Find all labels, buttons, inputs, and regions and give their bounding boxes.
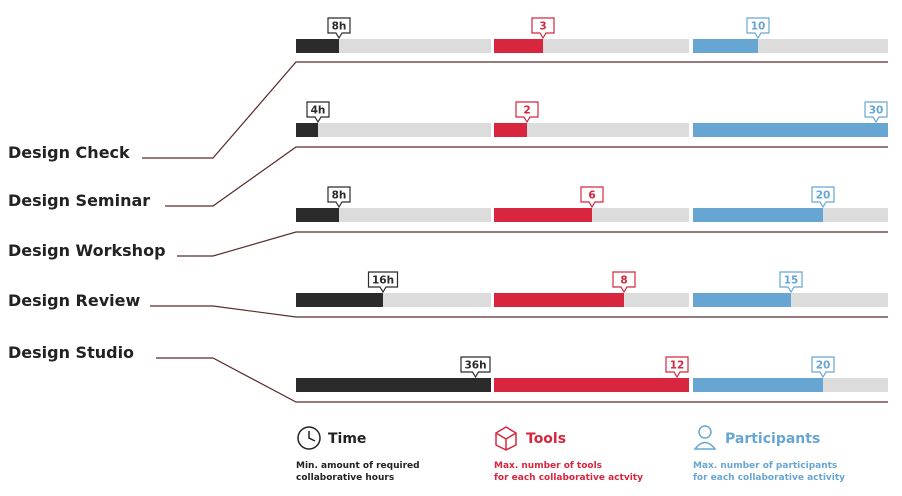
tag-tools-design-studio	[665, 356, 689, 379]
participant-body-icon	[693, 441, 717, 450]
tag-tools-design-seminar	[515, 101, 539, 124]
bar-time-design-workshop	[296, 208, 339, 222]
row-label-design-studio: Design Studio	[8, 343, 134, 362]
tag-participants-design-review	[779, 271, 803, 294]
tag-time-design-review	[367, 271, 399, 294]
row-label-design-review: Design Review	[8, 291, 140, 310]
data-label-time-design-seminar: 4h	[311, 105, 326, 117]
track-time-design-check	[296, 39, 491, 53]
tag-participants-design-studio	[811, 356, 835, 379]
connector-line-design-review	[150, 305, 888, 318]
legend-desc-time-2: collaborative hours	[296, 473, 394, 483]
tag-participants-design-workshop	[811, 186, 835, 209]
data-label-participants-design-check: 10	[751, 21, 766, 33]
bar-time-design-seminar	[296, 123, 318, 137]
cube-icon	[495, 426, 517, 451]
row-label-design-seminar: Design Seminar	[8, 191, 150, 210]
data-label-participants-design-review: 15	[784, 275, 799, 287]
tag-participants-design-check	[746, 17, 770, 40]
connector-line-design-studio	[156, 357, 888, 403]
bar-time-design-check	[296, 39, 339, 53]
data-label-tools-design-check: 3	[539, 21, 546, 33]
data-label-time-design-review: 16h	[372, 275, 394, 287]
tag-tools-design-check	[531, 17, 555, 40]
data-label-time-design-workshop: 8h	[332, 190, 347, 202]
tag-time-design-check	[327, 17, 351, 40]
bar-time-design-review	[296, 293, 383, 307]
tag-tools-design-workshop	[580, 186, 604, 209]
data-label-time-design-check: 8h	[332, 21, 347, 33]
data-label-tools-design-seminar: 2	[523, 105, 530, 117]
legend-title-participants: Participants	[725, 431, 820, 447]
bar-tools-design-studio	[494, 378, 689, 392]
track-tools-design-seminar	[494, 123, 689, 137]
bar-tools-design-review	[494, 293, 624, 307]
data-label-tools-design-studio: 12	[670, 360, 685, 372]
clock-hands-icon	[308, 431, 316, 442]
row-label-design-check: Design Check	[8, 143, 130, 162]
legend-desc-participants-1: Max. number of participants	[693, 461, 837, 471]
tag-time-design-workshop	[327, 186, 351, 209]
connector-line-design-check	[142, 61, 888, 159]
tag-time-design-studio	[460, 356, 491, 379]
bar-participants-design-seminar	[693, 123, 888, 137]
track-time-design-seminar	[296, 123, 491, 137]
bar-tools-design-workshop	[494, 208, 592, 222]
connector-line-design-seminar	[165, 146, 888, 207]
legend-desc-time-1: Min. amount of required	[296, 461, 420, 471]
bar-participants-design-studio	[693, 378, 823, 392]
bar-time-design-studio	[296, 378, 491, 392]
bar-participants-design-check	[693, 39, 758, 53]
tag-time-design-seminar	[306, 101, 330, 124]
bar-participants-design-review	[693, 293, 791, 307]
data-label-participants-design-seminar: 30	[869, 105, 884, 117]
row-label-design-workshop: Design Workshop	[8, 241, 166, 260]
tag-tools-design-review	[612, 271, 636, 294]
bar-tools-design-check	[494, 39, 543, 53]
legend-title-time: Time	[328, 431, 366, 447]
legend-desc-tools-1: Max. number of tools	[494, 461, 602, 471]
participant-head-icon	[698, 425, 712, 439]
data-label-time-design-studio: 36h	[464, 360, 486, 372]
bar-participants-design-workshop	[693, 208, 823, 222]
track-time-design-workshop	[296, 208, 491, 222]
data-label-tools-design-review: 8	[620, 275, 627, 287]
clock-icon	[297, 426, 321, 450]
data-label-tools-design-workshop: 6	[588, 190, 595, 202]
data-label-participants-design-studio: 20	[816, 360, 831, 372]
legend-title-tools: Tools	[526, 431, 566, 447]
data-label-participants-design-workshop: 20	[816, 190, 831, 202]
connector-line-design-workshop	[177, 231, 888, 257]
tag-participants-design-seminar	[864, 101, 888, 124]
bar-tools-design-seminar	[494, 123, 527, 137]
legend-desc-participants-2: for each collaborative activity	[693, 473, 845, 483]
legend-desc-tools-2: for each collaborative actvity	[494, 473, 643, 483]
